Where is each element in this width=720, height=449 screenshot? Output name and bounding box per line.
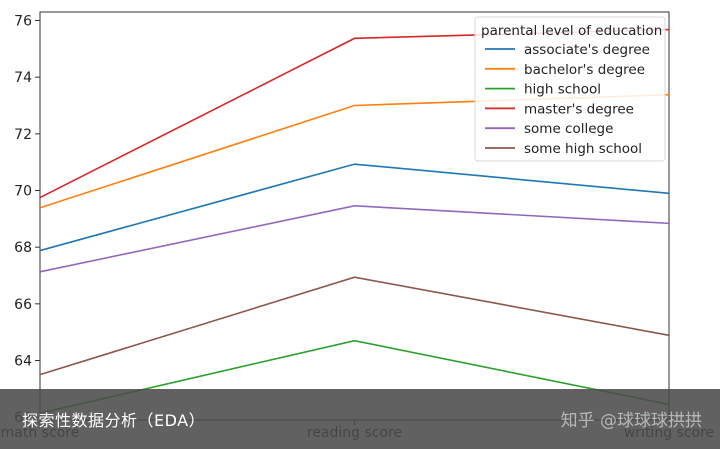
y-axis-ticks: 6264666870727476 [14, 14, 40, 426]
caption-overlay: 探索性数据分析（EDA） 知乎 @球球球拱拱 [0, 389, 720, 449]
y-tick-label: 66 [14, 297, 32, 313]
legend: parental level of education associate's … [474, 16, 666, 162]
legend-label: some college [524, 121, 613, 137]
y-tick-label: 76 [14, 14, 32, 30]
legend-title: parental level of education [481, 23, 662, 39]
legend-label: high school [524, 82, 601, 98]
legend-label: bachelor's degree [524, 62, 645, 78]
y-tick-label: 74 [14, 70, 32, 86]
caption-title: 探索性数据分析（EDA） [22, 411, 206, 430]
legend-entries: associate's degree bachelor's degree high … [485, 42, 650, 157]
legend-label: associate's degree [524, 42, 650, 58]
series-line-0 [39, 163, 670, 252]
y-tick-label: 68 [14, 240, 32, 256]
y-tick-label: 64 [14, 354, 32, 370]
y-tick-label: 72 [14, 127, 32, 143]
series-line-4 [39, 204, 670, 273]
y-tick-label: 70 [14, 184, 32, 200]
legend-box [474, 16, 666, 162]
legend-label: some high school [524, 141, 642, 157]
legend-label: master's degree [524, 101, 634, 117]
series-line-5 [39, 276, 670, 376]
watermark: 知乎 @球球球拱拱 [560, 411, 702, 431]
